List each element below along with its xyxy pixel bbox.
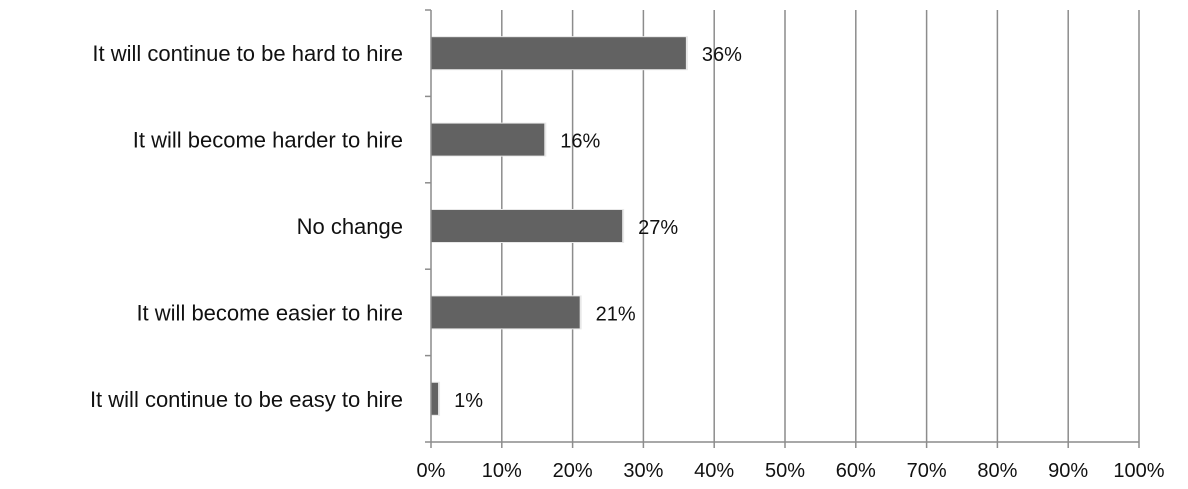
data-label: 27% — [638, 217, 678, 239]
x-tick-label: 60% — [836, 460, 876, 482]
bar — [431, 382, 439, 415]
bars — [431, 36, 688, 416]
x-tick-label: 90% — [1048, 460, 1088, 482]
category-label: It will continue to be hard to hire — [92, 41, 403, 66]
x-tick-label: 20% — [553, 460, 593, 482]
category-label: No change — [297, 214, 403, 239]
category-label: It will become easier to hire — [136, 300, 403, 325]
x-tick-label: 70% — [907, 460, 947, 482]
x-tick-label: 10% — [482, 460, 522, 482]
category-label: It will continue to be easy to hire — [90, 387, 403, 412]
x-tick-label: 80% — [977, 460, 1017, 482]
x-tick-label: 0% — [417, 460, 446, 482]
bar — [431, 37, 686, 70]
data-label: 16% — [560, 131, 600, 153]
bar — [431, 296, 580, 329]
bar — [431, 210, 623, 242]
data-label: 1% — [454, 390, 483, 412]
category-label: It will become harder to hire — [133, 128, 403, 153]
gridlines — [501, 10, 1140, 442]
x-tick-label: 100% — [1113, 460, 1164, 482]
x-tick-label: 40% — [694, 460, 734, 482]
x-tick-label: 30% — [623, 460, 663, 482]
axes — [425, 9, 1140, 448]
bar — [431, 123, 545, 156]
data-label: 36% — [702, 44, 742, 66]
data-label: 21% — [596, 303, 636, 325]
labels: 0% 10% 20% 30% 40% 50% 60% 70% 80% 90% 100% It will… — [90, 41, 1165, 482]
x-tick-label: 50% — [765, 460, 805, 482]
